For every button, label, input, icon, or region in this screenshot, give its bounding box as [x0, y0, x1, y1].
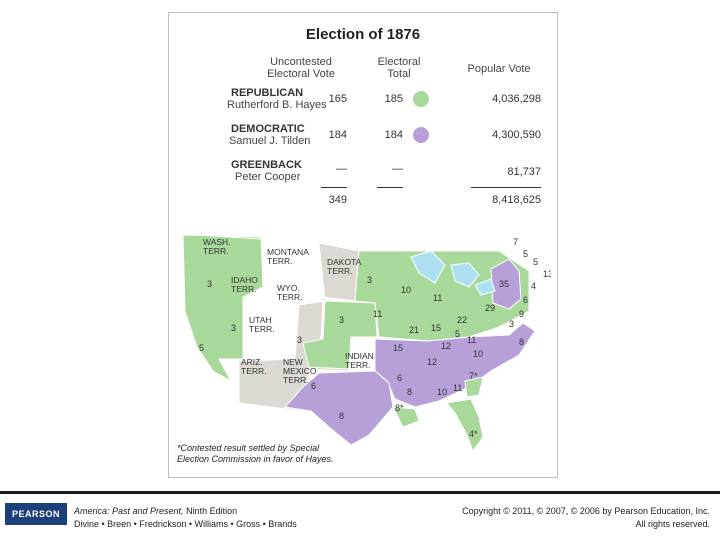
state-electoral-votes: 15: [431, 323, 441, 333]
map-republican-louisiana-florida: [392, 398, 484, 453]
hayes-uncontested: 165: [328, 93, 347, 105]
state-electoral-votes: 5: [533, 257, 538, 267]
territory-label: INDIAN TERR.: [345, 351, 374, 370]
cooper-uncontested: —: [336, 163, 347, 175]
total-uncontested: 349: [328, 194, 347, 206]
state-electoral-votes: 6: [523, 295, 528, 305]
territory-label: NEW MEXICO TERR.: [283, 357, 317, 385]
territory-label: WYO. TERR.: [277, 283, 303, 302]
footer-divider: [0, 491, 720, 494]
state-electoral-votes: 8: [339, 411, 344, 421]
state-electoral-votes: 4: [531, 281, 536, 291]
book-title: America: Past and Present,: [74, 506, 184, 516]
tilden-uncontested: 184: [328, 129, 347, 141]
hayes-popular: 4,036,298: [492, 93, 541, 105]
header-uncontested: Uncontested Electoral Vote: [267, 56, 335, 80]
state-electoral-votes: 10: [401, 285, 411, 295]
election-figure: Election of 1876 Uncontested Electoral V…: [168, 12, 558, 478]
state-electoral-votes: 3: [297, 335, 302, 345]
copyright: Copyright © 2011, © 2007, © 2006 by Pear…: [462, 506, 710, 516]
state-electoral-votes: 15: [393, 343, 403, 353]
state-electoral-votes: 5: [523, 249, 528, 259]
header-popular-vote: Popular Vote: [467, 63, 531, 75]
book-edition: Ninth Edition: [183, 506, 238, 516]
total-rule-popular: [471, 187, 541, 188]
map-democratic-texas: [284, 370, 394, 446]
map-democratic-northeast: [490, 258, 522, 310]
state-electoral-votes: 11: [433, 293, 442, 303]
state-electoral-votes: 3: [207, 279, 212, 289]
territory-label: WASH. TERR.: [203, 237, 231, 256]
party-democratic: DEMOCRATIC: [231, 123, 305, 135]
state-electoral-votes: 7: [513, 237, 518, 247]
state-electoral-votes: 6: [311, 381, 316, 391]
state-electoral-votes: 8: [519, 337, 524, 347]
state-electoral-votes: 4*: [469, 429, 478, 439]
header-electoral-total: Electoral Total: [377, 56, 421, 80]
state-electoral-votes: 3: [509, 319, 514, 329]
map-republican-midwest: [354, 250, 530, 342]
map-great-lakes: [410, 250, 496, 296]
state-electoral-votes: 8: [407, 387, 412, 397]
state-electoral-votes: 7*: [469, 371, 478, 381]
tilden-popular: 4,300,590: [492, 129, 541, 141]
footnote: *Contested result settled by Special Ele…: [177, 443, 334, 464]
state-electoral-votes: 3: [367, 275, 372, 285]
total-rule-uncontested: [321, 187, 347, 188]
territory-label: IDAHO TERR.: [231, 275, 258, 294]
territory-label: MONTANA TERR.: [267, 247, 309, 266]
candidate-tilden: Samuel J. Tilden: [229, 135, 311, 147]
party-greenback: GREENBACK: [231, 159, 302, 171]
cooper-popular: 81,737: [507, 166, 541, 178]
state-electoral-votes: 35: [499, 279, 509, 289]
map-republican-plains: [302, 300, 378, 370]
state-electoral-votes: 3: [231, 323, 236, 333]
total-popular: 8,418,625: [492, 194, 541, 206]
figure-title: Election of 1876: [305, 26, 421, 43]
state-electoral-votes: 6: [397, 373, 402, 383]
state-electoral-votes: 10: [437, 387, 447, 397]
state-electoral-votes: 21: [409, 325, 419, 335]
candidate-hayes: Rutherford B. Hayes: [227, 99, 327, 111]
hayes-total: 185: [384, 93, 403, 105]
pearson-logo: PEARSON: [5, 503, 67, 525]
state-electoral-votes: 10: [473, 349, 483, 359]
state-electoral-votes: 29: [485, 303, 495, 313]
cooper-total: —: [392, 163, 403, 175]
total-rule-electoral: [377, 187, 403, 188]
state-electoral-votes: 9: [519, 309, 524, 319]
state-electoral-votes: 13: [543, 269, 551, 279]
book-authors: Divine • Breen • Fredrickson • Williams …: [74, 519, 297, 529]
map-republican-south-carolina: [464, 376, 484, 398]
state-electoral-votes: 12: [441, 341, 451, 351]
map-republican-west: [182, 234, 264, 383]
party-republican: REPUBLICAN: [231, 87, 304, 99]
democratic-color-swatch: [413, 127, 429, 143]
us-election-map: WASH. TERR. MONTANA TERR. DAKOTA TERR. IDAHO TE…: [182, 234, 551, 453]
state-electoral-votes: 11: [467, 335, 476, 345]
state-electoral-votes: 8*: [395, 403, 404, 413]
state-electoral-votes: 3: [339, 315, 344, 325]
territory-label: UTAH TERR.: [249, 315, 275, 334]
territory-label: ARIZ. TERR.: [241, 357, 267, 376]
rights: All rights reserved.: [635, 519, 710, 529]
state-electoral-votes: 12: [427, 357, 437, 367]
state-electoral-votes: 5: [199, 343, 204, 353]
book-title-line: America: Past and Present, Ninth Edition: [74, 505, 237, 518]
tilden-total: 184: [384, 129, 403, 141]
candidate-cooper: Peter Cooper: [235, 171, 301, 183]
state-electoral-votes: 11: [453, 383, 462, 393]
state-electoral-votes: 11: [373, 309, 382, 319]
territory-label: DAKOTA TERR.: [327, 257, 362, 276]
state-electoral-votes: 5: [455, 329, 460, 339]
state-electoral-votes: 22: [457, 315, 467, 325]
republican-color-swatch: [413, 91, 429, 107]
